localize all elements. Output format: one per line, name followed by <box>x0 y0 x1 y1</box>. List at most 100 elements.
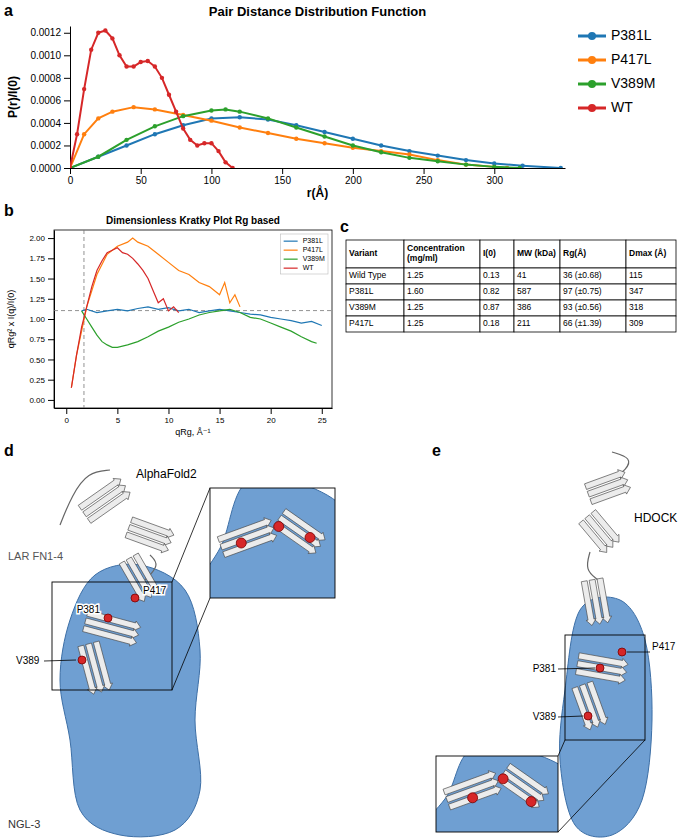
marker <box>174 109 178 113</box>
tick-label: 300 <box>486 175 503 186</box>
beta-sheet <box>577 508 623 555</box>
beta-sheet <box>217 516 279 560</box>
panel-letter: e <box>432 442 441 459</box>
legend-label: P381L <box>611 27 652 43</box>
table: VariantConcentration(mg/ml)I(0)MW (kDa)R… <box>346 240 676 332</box>
text-line: Dmax (Å) <box>629 248 666 258</box>
x-axis-title: qRg, Å⁻¹ <box>175 427 210 437</box>
mutation-site <box>236 538 246 548</box>
leader-line <box>44 660 76 661</box>
marker <box>294 136 298 140</box>
tick-mark <box>211 168 212 174</box>
table-cell <box>514 316 560 332</box>
tick: 200 <box>345 168 362 186</box>
y-axis: 0.000.250.500.751.001.251.501.752.00 <box>29 231 54 409</box>
marker <box>238 125 242 129</box>
cell-text: P381L <box>349 286 374 296</box>
tick: 250 <box>416 168 433 186</box>
tick: 0.0006 <box>30 95 70 106</box>
tick: 10 <box>165 408 174 425</box>
tick: 0.50 <box>29 356 54 365</box>
cell-text: 1.60 <box>407 286 424 296</box>
tick: 0.0002 <box>30 140 70 151</box>
leader-line <box>172 598 210 690</box>
mutation-site <box>131 594 139 602</box>
marker <box>70 166 72 168</box>
marker <box>223 107 227 111</box>
tick-label: 10 <box>165 416 174 425</box>
table-cell <box>480 300 514 316</box>
text-line: I(0) <box>483 248 496 258</box>
beta-sheet <box>584 468 632 507</box>
table-cell <box>404 284 480 300</box>
beta-strand <box>86 488 133 525</box>
beta-strand <box>124 530 170 555</box>
tick-label: 25 <box>318 416 327 425</box>
column-header: MW (kDa) <box>517 248 556 258</box>
marker <box>110 36 114 40</box>
leader-line <box>558 668 595 669</box>
table-cell <box>626 284 676 300</box>
beta-sheet <box>77 475 133 525</box>
chart-title: Dimensionless Kratky Plot Rg based <box>106 215 280 226</box>
cell-text: 66 (±1.39) <box>563 318 602 328</box>
cell-text: 587 <box>517 286 531 296</box>
tick-mark <box>48 359 54 360</box>
tick-mark <box>70 168 71 174</box>
header-cell <box>346 240 404 268</box>
tick-label: 0.0004 <box>30 118 61 129</box>
marker <box>209 108 213 112</box>
marker <box>160 76 164 80</box>
table-cell <box>480 284 514 300</box>
table-cell <box>560 316 626 332</box>
tick-label: 0.00 <box>29 396 45 405</box>
structure-label: P417 <box>652 641 676 652</box>
loop <box>60 470 110 525</box>
plot-area <box>54 230 332 408</box>
tick-mark <box>48 380 54 381</box>
marker <box>153 132 157 136</box>
marker <box>103 28 107 32</box>
tick-label: 15 <box>216 416 225 425</box>
chart: 0501001502002503000.00000.00020.00040.00… <box>6 4 655 200</box>
tick: 300 <box>486 168 503 186</box>
legend-label: WT <box>303 264 315 271</box>
tick: 1.25 <box>29 295 54 304</box>
tick: 0 <box>65 408 70 425</box>
tick-mark <box>271 408 272 414</box>
legend-swatch <box>284 268 298 269</box>
leader-line <box>558 716 583 717</box>
panel-letter: c <box>340 218 349 235</box>
marker <box>96 116 100 120</box>
beta-sheet <box>570 680 610 731</box>
tick-label: 0.0006 <box>30 95 61 106</box>
tick-label: 0 <box>68 175 74 186</box>
cell-text: 0.13 <box>483 270 500 280</box>
tick: 1.00 <box>29 315 54 324</box>
structure-label: P381 <box>533 663 557 674</box>
zoom-box <box>210 488 335 598</box>
tick-mark <box>48 339 54 340</box>
cell-text: 1.25 <box>407 270 424 280</box>
tick-label: 5 <box>116 416 121 425</box>
x-axis-title: r(Å) <box>307 185 328 200</box>
table-cell <box>346 316 404 332</box>
marker <box>379 143 383 147</box>
beta-sheet <box>442 769 502 812</box>
tick-label: 0.25 <box>29 376 45 385</box>
cell-text: V389M <box>349 302 376 312</box>
header-cell <box>626 240 676 268</box>
marker <box>131 64 135 68</box>
mutation-site <box>526 797 536 807</box>
axis-line <box>71 168 566 169</box>
marker <box>153 124 157 128</box>
beta-sheet <box>496 762 551 811</box>
tick-label: 0.0010 <box>30 50 61 61</box>
axis-line <box>70 27 71 169</box>
cell-text: 36 (±0.68) <box>563 270 602 280</box>
tick-label: 0.50 <box>29 356 45 365</box>
tick-label: 0.0008 <box>30 73 61 84</box>
marker <box>518 166 522 168</box>
receptor-surface <box>60 564 201 837</box>
table-cell <box>404 316 480 332</box>
